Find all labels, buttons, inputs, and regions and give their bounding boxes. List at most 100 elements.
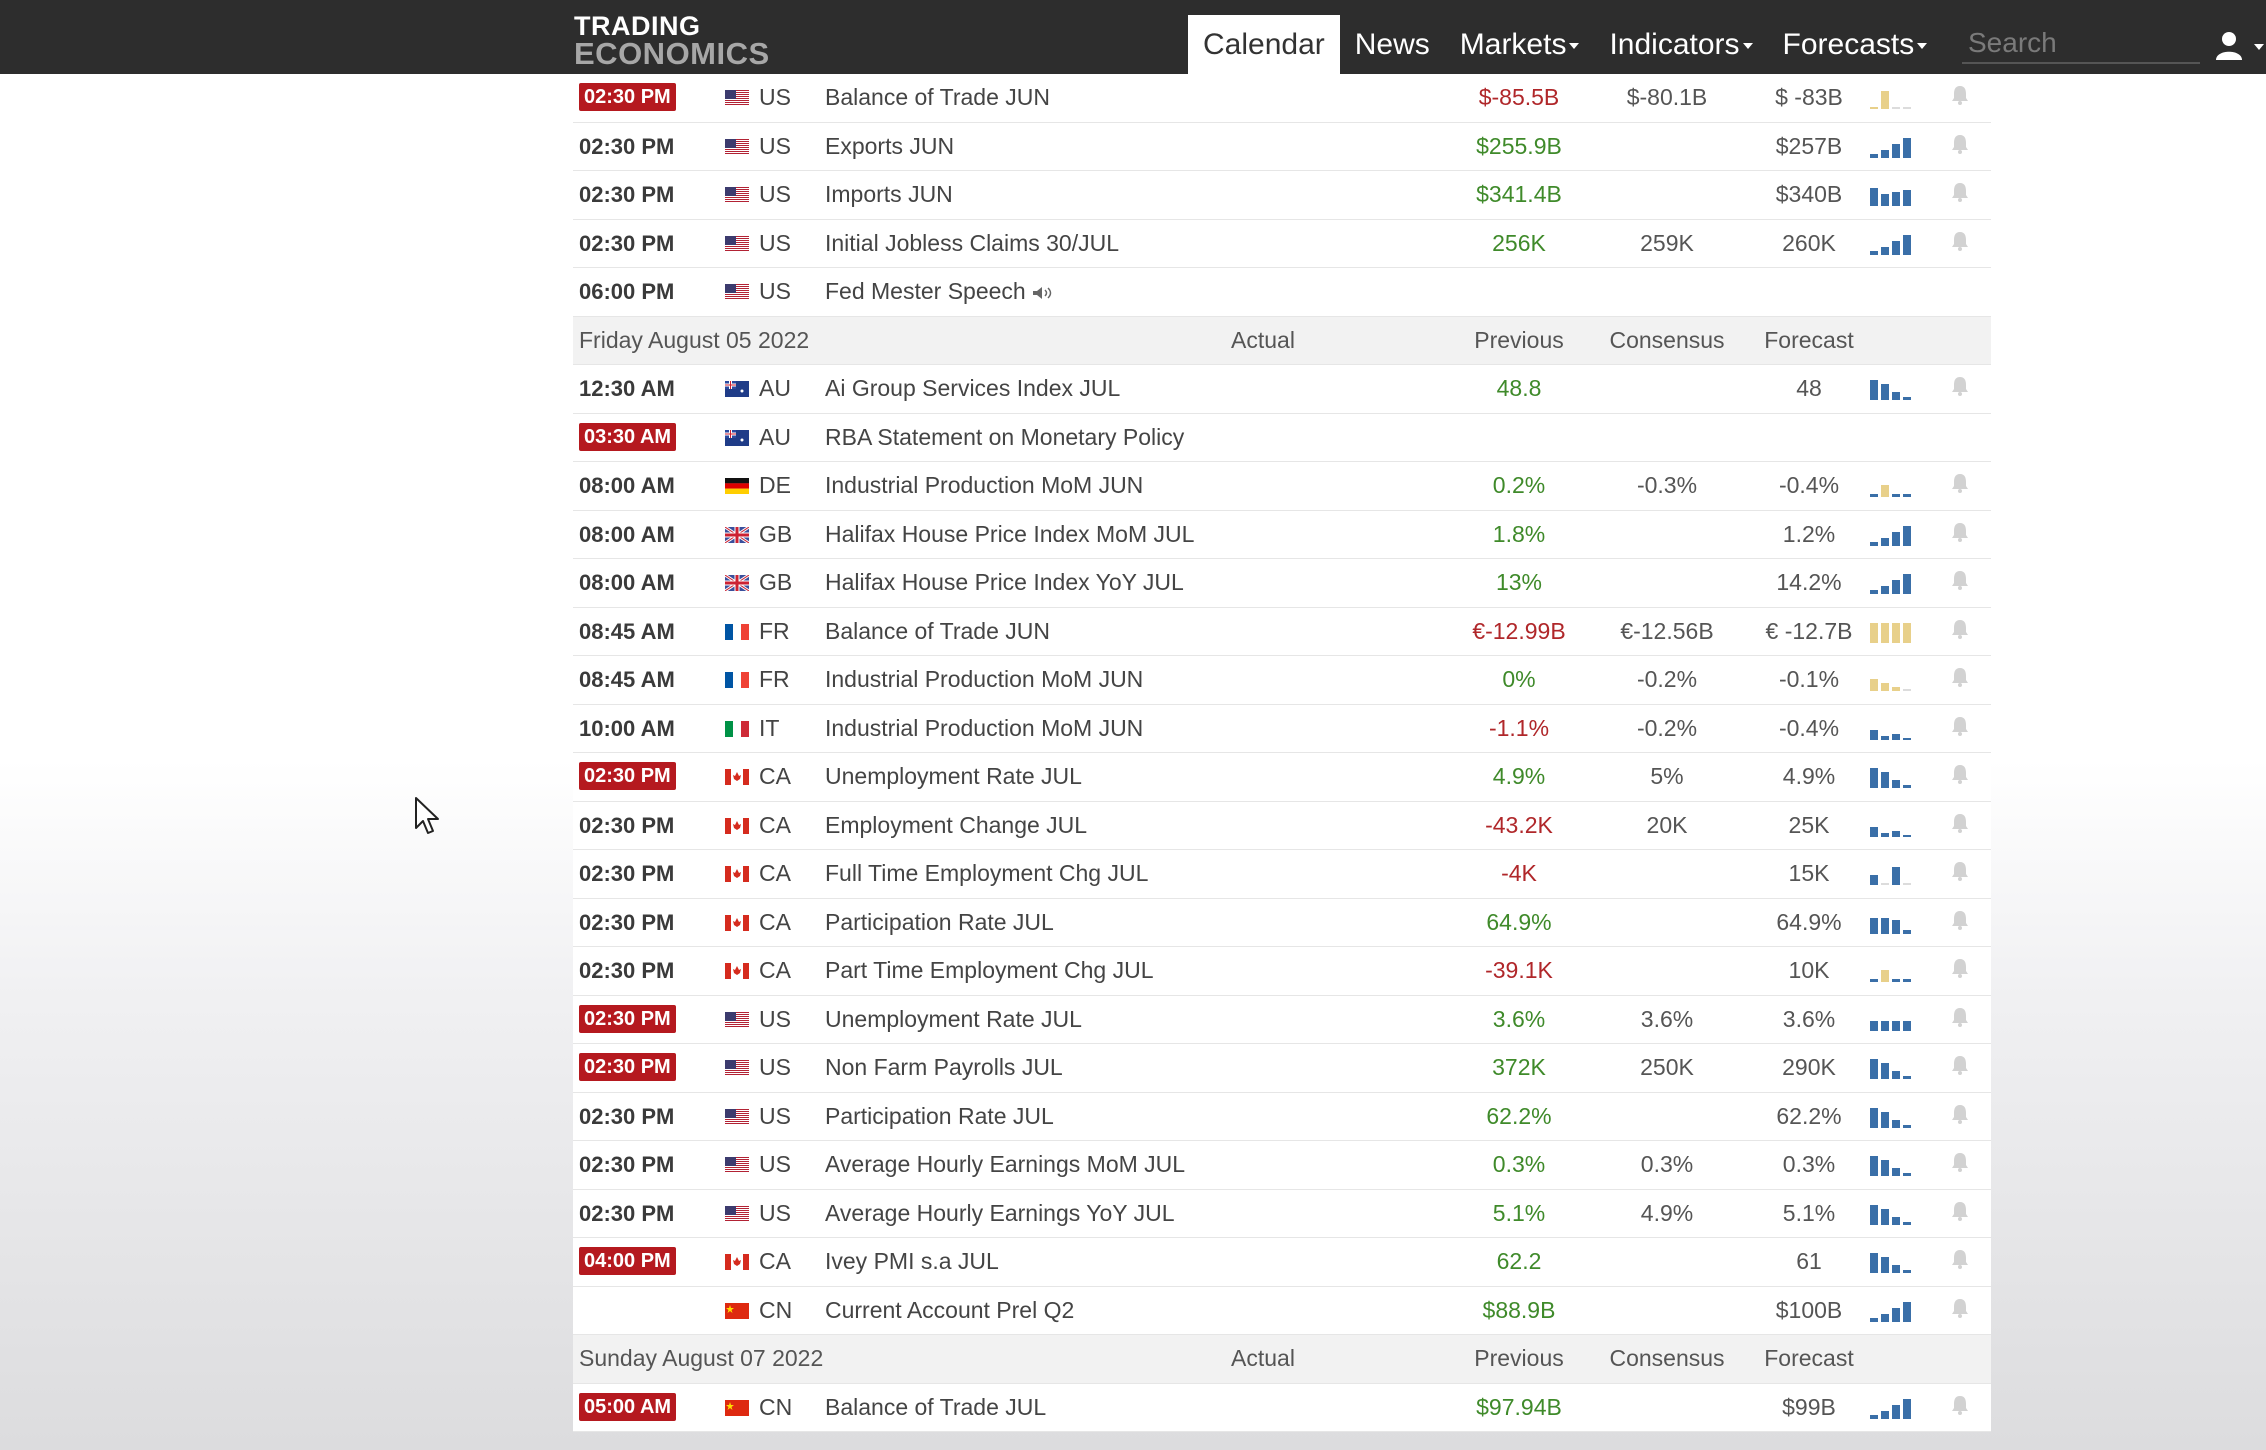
event-forecast[interactable]: -0.4% — [1778, 714, 1840, 741]
event-name[interactable]: Unemployment Rate JUL — [825, 996, 1082, 1044]
calendar-event-row[interactable]: 05:00 AM CN Balance of Trade JUL $97.94B $99… — [573, 1383, 1991, 1432]
event-name[interactable]: Halifax House Price Index MoM JUL — [825, 511, 1194, 559]
event-name[interactable]: Imports JUN — [825, 171, 953, 219]
sparkline-chart-icon[interactable] — [1868, 570, 1918, 596]
bell-alert-icon[interactable] — [1950, 181, 1970, 203]
calendar-event-row[interactable]: 02:30 PM CA Full Time Employment Chg JUL -4… — [573, 850, 1991, 899]
event-country[interactable]: CA — [759, 1248, 791, 1274]
bell-alert-icon[interactable] — [1950, 957, 1970, 979]
event-name[interactable]: Fed Mester Speech — [825, 268, 1054, 316]
event-forecast[interactable]: 64.9% — [1776, 908, 1842, 935]
event-forecast[interactable]: 25K — [1788, 811, 1830, 838]
sparkline-chart-icon[interactable] — [1868, 376, 1918, 402]
event-forecast[interactable]: € -12.7B — [1765, 617, 1853, 644]
event-forecast[interactable]: 0.3% — [1782, 1151, 1836, 1177]
user-icon[interactable] — [2214, 30, 2244, 60]
sparkline-chart-icon[interactable] — [1868, 813, 1918, 839]
calendar-event-row[interactable]: 02:30 PM US Initial Jobless Claims 30/JUL 2… — [573, 219, 1991, 268]
event-forecast[interactable]: $340B — [1775, 181, 1843, 207]
bell-alert-icon[interactable] — [1950, 1297, 1970, 1319]
sparkline-chart-icon[interactable] — [1868, 1152, 1918, 1178]
event-country[interactable]: DE — [759, 472, 791, 498]
event-country[interactable]: CA — [759, 957, 791, 983]
calendar-event-row[interactable]: 12:30 AM AU Ai Group Services Index JUL 48.… — [573, 365, 1991, 414]
event-forecast[interactable]: 15K — [1788, 860, 1830, 886]
event-country[interactable]: US — [759, 1005, 791, 1032]
column-header-forecast[interactable]: Forecast — [1764, 1345, 1854, 1371]
bell-alert-icon[interactable] — [1950, 133, 1970, 155]
sparkline-chart-icon[interactable] — [1868, 85, 1918, 111]
calendar-event-row[interactable]: 08:45 AM FR Industrial Production MoM JUN 0… — [573, 656, 1991, 705]
sparkline-chart-icon[interactable] — [1868, 1298, 1918, 1324]
bell-alert-icon[interactable] — [1950, 666, 1970, 688]
event-name[interactable]: Non Farm Payrolls JUL — [825, 1044, 1063, 1092]
event-country[interactable]: AU — [759, 423, 791, 450]
bell-alert-icon[interactable] — [1950, 860, 1970, 882]
calendar-event-row[interactable]: 02:30 PM CA Participation Rate JUL 64.9% 64.… — [573, 898, 1991, 947]
event-name[interactable]: Part Time Employment Chg JUL — [825, 947, 1154, 995]
bell-alert-icon[interactable] — [1950, 812, 1970, 834]
sparkline-chart-icon[interactable] — [1868, 182, 1918, 208]
event-forecast[interactable]: 4.9% — [1782, 763, 1836, 789]
bell-alert-icon[interactable] — [1950, 1054, 1970, 1076]
event-name[interactable]: Unemployment Rate JUL — [825, 753, 1082, 801]
event-country[interactable]: CA — [759, 908, 791, 935]
event-forecast[interactable]: 290K — [1782, 1054, 1836, 1080]
sparkline-chart-icon[interactable] — [1868, 1249, 1918, 1275]
calendar-event-row[interactable]: 02:30 PM US Imports JUN $341.4B $340B — [573, 171, 1991, 220]
event-country[interactable]: IT — [759, 714, 780, 741]
calendar-event-row[interactable]: 02:30 PM US Unemployment Rate JUL 3.6% 3.6% 3… — [573, 995, 1991, 1044]
calendar-event-row[interactable]: 10:00 AM IT Industrial Production MoM JUN -… — [573, 704, 1991, 753]
event-name[interactable]: Average Hourly Earnings YoY JUL — [825, 1190, 1174, 1238]
bell-alert-icon[interactable] — [1950, 569, 1970, 591]
calendar-event-row[interactable]: 02:30 PM US Exports JUN $255.9B $257B — [573, 122, 1991, 171]
bell-alert-icon[interactable] — [1950, 230, 1970, 252]
bell-alert-icon[interactable] — [1950, 1006, 1970, 1028]
event-forecast[interactable]: 10K — [1788, 957, 1830, 983]
nav-forecasts[interactable]: Forecasts — [1768, 15, 1943, 74]
event-country[interactable]: CA — [759, 763, 791, 789]
event-forecast[interactable]: 5.1% — [1782, 1199, 1836, 1226]
event-country[interactable]: US — [759, 132, 791, 159]
event-name[interactable]: Employment Change JUL — [825, 802, 1087, 850]
event-country[interactable]: FR — [759, 666, 790, 692]
calendar-event-row[interactable]: 04:00 PM CA Ivey PMI s.a JUL 62.2 61 — [573, 1238, 1991, 1287]
nav-calendar[interactable]: Calendar — [1188, 15, 1340, 74]
event-forecast[interactable]: -0.1% — [1778, 666, 1840, 692]
calendar-event-row[interactable]: 02:30 PM US Participation Rate JUL 62.2% 62.… — [573, 1092, 1991, 1141]
event-forecast[interactable]: $ -83B — [1775, 84, 1843, 110]
event-name[interactable]: Balance of Trade JUN — [825, 74, 1050, 122]
event-forecast[interactable]: $257B — [1775, 132, 1843, 159]
event-name[interactable]: Exports JUN — [825, 123, 954, 171]
event-country[interactable]: GB — [759, 569, 793, 595]
bell-alert-icon[interactable] — [1950, 521, 1970, 543]
event-name[interactable]: Halifax House Price Index YoY JUL — [825, 559, 1184, 607]
calendar-event-row[interactable]: 02:30 PM US Non Farm Payrolls JUL 372K 250K 2… — [573, 1044, 1991, 1093]
chevron-down-icon[interactable] — [2254, 44, 2264, 50]
event-name[interactable]: Ai Group Services Index JUL — [825, 365, 1120, 413]
sparkline-chart-icon[interactable] — [1868, 1055, 1918, 1081]
column-header-actual[interactable]: Actual — [1231, 1345, 1295, 1371]
event-forecast[interactable]: 62.2% — [1776, 1102, 1842, 1129]
event-name[interactable]: Participation Rate JUL — [825, 899, 1054, 947]
event-name[interactable]: Industrial Production MoM JUN — [825, 462, 1143, 510]
sparkline-chart-icon[interactable] — [1868, 473, 1918, 499]
event-forecast[interactable]: 61 — [1796, 1248, 1822, 1274]
column-header-forecast[interactable]: Forecast — [1764, 326, 1854, 353]
event-name[interactable]: Participation Rate JUL — [825, 1093, 1054, 1141]
column-header-consensus[interactable]: Consensus — [1609, 1345, 1725, 1371]
calendar-event-row[interactable]: 02:30 PM US Average Hourly Earnings MoM JU… — [573, 1141, 1991, 1190]
calendar-event-row[interactable]: 03:30 AM AU RBA Statement on Monetary Poli… — [573, 413, 1991, 462]
column-header-actual[interactable]: Actual — [1231, 326, 1295, 353]
event-forecast[interactable]: 3.6% — [1782, 1005, 1836, 1032]
nav-markets[interactable]: Markets — [1445, 15, 1595, 74]
column-header-previous[interactable]: Previous — [1474, 326, 1564, 353]
event-name[interactable]: Ivey PMI s.a JUL — [825, 1238, 999, 1286]
sparkline-chart-icon[interactable] — [1868, 958, 1918, 984]
calendar-event-row[interactable]: 08:00 AM GB Halifax House Price Index YoY … — [573, 559, 1991, 608]
event-country[interactable]: US — [759, 84, 791, 110]
calendar-event-row[interactable]: 02:30 PM CA Employment Change JUL -43.2K 20K… — [573, 801, 1991, 850]
trading-economics-logo[interactable]: TRADING ECONOMICS — [574, 13, 770, 70]
nav-indicators[interactable]: Indicators — [1594, 15, 1767, 74]
event-country[interactable]: FR — [759, 617, 790, 644]
